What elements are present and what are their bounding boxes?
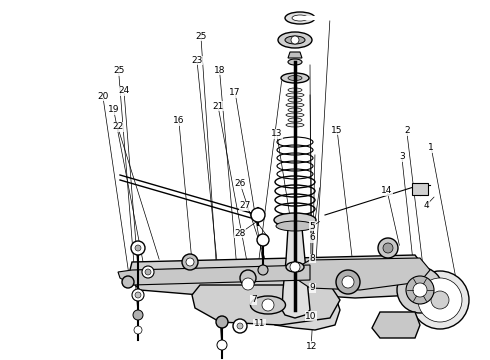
Ellipse shape (281, 73, 309, 83)
Circle shape (342, 276, 354, 288)
Ellipse shape (278, 32, 312, 48)
Text: 16: 16 (173, 116, 185, 125)
Ellipse shape (288, 88, 302, 92)
Text: 18: 18 (214, 66, 225, 75)
Circle shape (383, 243, 393, 253)
Ellipse shape (288, 76, 302, 81)
Circle shape (135, 245, 141, 251)
Text: 25: 25 (195, 32, 207, 41)
Text: 20: 20 (97, 92, 109, 101)
Text: 13: 13 (271, 130, 283, 139)
Circle shape (132, 289, 144, 301)
Text: 23: 23 (191, 56, 203, 65)
Text: 3: 3 (399, 152, 405, 161)
Circle shape (122, 276, 134, 288)
Text: 10: 10 (305, 311, 317, 320)
Ellipse shape (418, 278, 462, 322)
Circle shape (131, 241, 145, 255)
Circle shape (336, 270, 360, 294)
Polygon shape (288, 52, 302, 58)
Circle shape (135, 292, 141, 298)
Circle shape (237, 323, 243, 329)
Text: 9: 9 (310, 284, 316, 292)
Ellipse shape (288, 108, 302, 112)
Circle shape (262, 299, 274, 311)
Text: 21: 21 (212, 102, 224, 111)
Text: 22: 22 (112, 122, 123, 131)
Ellipse shape (411, 271, 469, 329)
Text: 12: 12 (305, 342, 317, 351)
Ellipse shape (286, 103, 304, 107)
Text: 11: 11 (254, 320, 266, 328)
Circle shape (258, 265, 268, 275)
Text: 14: 14 (381, 186, 393, 195)
Ellipse shape (397, 267, 443, 313)
Circle shape (134, 326, 142, 334)
Text: 2: 2 (404, 126, 410, 135)
Polygon shape (372, 312, 420, 338)
FancyBboxPatch shape (412, 183, 428, 195)
Polygon shape (296, 258, 430, 290)
Circle shape (145, 269, 151, 275)
Circle shape (216, 316, 228, 328)
Polygon shape (118, 265, 310, 285)
Text: 24: 24 (119, 86, 129, 95)
Polygon shape (192, 285, 340, 325)
Circle shape (290, 262, 300, 272)
Text: 15: 15 (331, 126, 343, 135)
Ellipse shape (413, 283, 427, 297)
Ellipse shape (286, 123, 304, 127)
Ellipse shape (288, 118, 302, 122)
Circle shape (242, 278, 254, 290)
Text: 26: 26 (234, 179, 246, 188)
Ellipse shape (288, 59, 302, 65)
Circle shape (186, 258, 194, 266)
Ellipse shape (286, 262, 304, 272)
Text: 1: 1 (428, 143, 434, 152)
Circle shape (182, 254, 198, 270)
Circle shape (240, 270, 256, 286)
Circle shape (133, 310, 143, 320)
Text: 19: 19 (108, 105, 120, 114)
Circle shape (251, 208, 265, 222)
Ellipse shape (431, 291, 449, 309)
Text: 17: 17 (229, 89, 241, 98)
Text: 4: 4 (423, 201, 429, 210)
Ellipse shape (286, 113, 304, 117)
Text: 28: 28 (234, 229, 246, 238)
Circle shape (217, 340, 227, 350)
Text: 27: 27 (239, 202, 251, 210)
Ellipse shape (250, 296, 286, 314)
Ellipse shape (292, 15, 308, 21)
Text: 5: 5 (310, 222, 316, 231)
Circle shape (142, 266, 154, 278)
Circle shape (291, 36, 299, 44)
Ellipse shape (286, 93, 304, 97)
Ellipse shape (285, 36, 305, 44)
Circle shape (257, 234, 269, 246)
Polygon shape (128, 255, 425, 298)
Polygon shape (260, 285, 340, 330)
Text: 6: 6 (310, 233, 316, 242)
Circle shape (233, 319, 247, 333)
Polygon shape (282, 228, 310, 318)
Text: 7: 7 (251, 295, 257, 304)
Ellipse shape (276, 221, 314, 231)
Text: 25: 25 (113, 66, 124, 75)
Circle shape (378, 238, 398, 258)
Ellipse shape (274, 213, 316, 227)
Ellipse shape (285, 12, 315, 24)
Text: 8: 8 (310, 254, 316, 263)
Ellipse shape (406, 276, 434, 304)
Ellipse shape (288, 98, 302, 102)
